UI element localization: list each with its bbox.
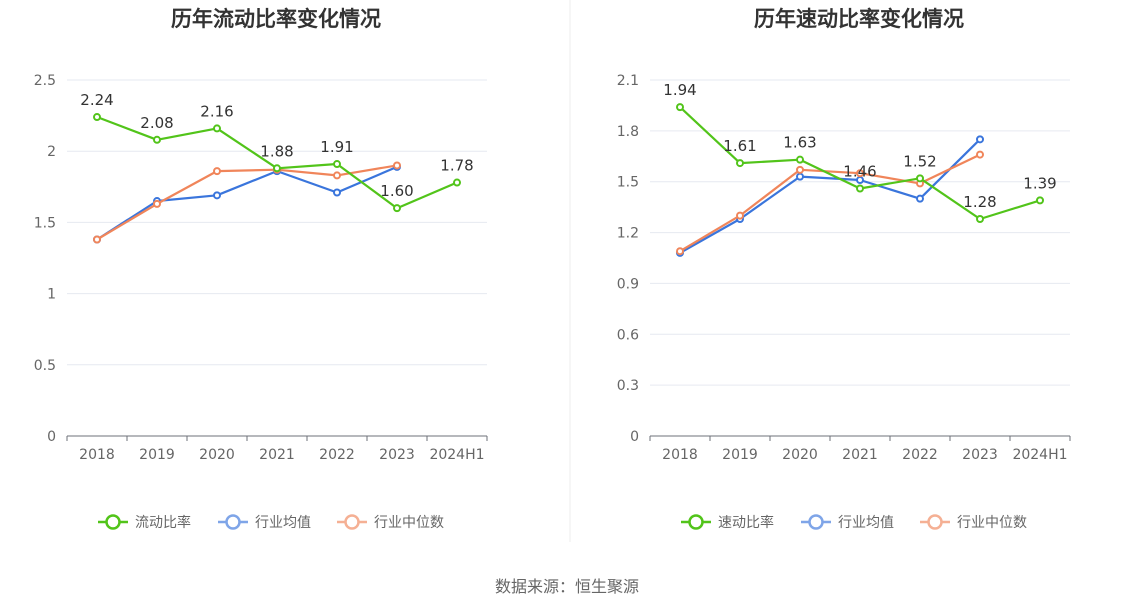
data-label: 1.52 — [903, 152, 936, 170]
series-line — [679, 138, 981, 254]
legend-item[interactable]: 行业中位数 — [337, 514, 444, 531]
y-tick-label: 0 — [630, 429, 639, 445]
data-label: 2.08 — [140, 114, 173, 132]
y-tick-label: 2.1 — [617, 73, 639, 89]
data-point[interactable] — [676, 103, 684, 112]
chart-title: 历年速动比率变化情况 — [754, 7, 964, 31]
data-label: 2.16 — [200, 102, 233, 120]
data-label: 1.28 — [963, 193, 996, 211]
data-point[interactable] — [213, 124, 221, 133]
data-label: 1.39 — [1023, 174, 1056, 192]
x-tick-label: 2020 — [782, 447, 818, 463]
data-point[interactable] — [333, 188, 341, 197]
y-tick-label: 0 — [47, 429, 56, 445]
x-tick-label: 2021 — [259, 447, 295, 463]
legend-marker-icon — [344, 514, 360, 530]
legend-marker-icon — [105, 514, 121, 530]
y-tick-label: 0.9 — [617, 276, 639, 292]
legend-item[interactable]: 行业均值 — [801, 514, 894, 531]
y-tick-label: 2 — [47, 144, 56, 160]
legend-label: 速动比率 — [718, 514, 774, 531]
data-point[interactable] — [333, 160, 341, 169]
data-label: 1.60 — [380, 182, 413, 200]
data-point[interactable] — [1036, 196, 1044, 205]
data-point[interactable] — [856, 169, 864, 178]
data-label: 1.91 — [320, 138, 353, 156]
data-point[interactable] — [393, 161, 401, 170]
data-point[interactable] — [213, 167, 221, 176]
data-label: 1.78 — [440, 157, 473, 175]
x-tick-label: 2019 — [139, 447, 175, 463]
data-label: 1.46 — [843, 162, 876, 180]
data-point[interactable] — [93, 235, 101, 244]
data-point[interactable] — [736, 159, 744, 168]
data-point[interactable] — [393, 204, 401, 213]
y-tick-label: 2.5 — [34, 73, 56, 89]
data-source: 数据来源：恒生聚源 — [495, 577, 639, 596]
data-point[interactable] — [273, 164, 281, 173]
x-tick-label: 2021 — [842, 447, 878, 463]
legend-marker-icon — [808, 514, 824, 530]
series-line — [96, 165, 398, 241]
y-tick-label: 1.2 — [617, 226, 639, 242]
data-label: 1.61 — [723, 137, 756, 155]
legend-label: 行业均值 — [838, 515, 894, 531]
legend-label: 行业均值 — [255, 515, 311, 531]
current-ratio-chart: 历年流动比率变化情况 0 0.5 1 1.5 2 2.5 2018 2019 2020 2021 20… — [34, 7, 488, 531]
x-tick-label: 2024H1 — [429, 447, 484, 463]
legend-marker-icon — [927, 514, 943, 530]
data-label: 1.94 — [663, 81, 696, 99]
legend-item[interactable]: 流动比率 — [98, 514, 191, 531]
quick-ratio-chart: 历年速动比率变化情况 0 0.3 0.6 0.9 1.2 1.5 1.8 2.1 2018 2019… — [617, 7, 1071, 531]
data-point[interactable] — [676, 247, 684, 256]
data-label: 1.88 — [260, 142, 293, 160]
y-tick-label: 1.5 — [617, 175, 639, 191]
series-line — [679, 153, 981, 253]
x-tick-label: 2022 — [319, 447, 355, 463]
x-tick-label: 2019 — [722, 447, 758, 463]
data-point[interactable] — [856, 184, 864, 193]
y-tick-label: 0.3 — [617, 378, 639, 394]
legend-marker-icon — [688, 514, 704, 530]
data-point[interactable] — [153, 135, 161, 144]
y-tick-label: 0.5 — [34, 358, 56, 374]
data-point[interactable] — [916, 174, 924, 183]
data-point[interactable] — [796, 155, 804, 164]
chart-title: 历年流动比率变化情况 — [171, 7, 381, 31]
data-point[interactable] — [153, 199, 161, 208]
legend-item[interactable]: 行业均值 — [218, 514, 311, 531]
data-point[interactable] — [736, 211, 744, 220]
x-tick-label: 2024H1 — [1012, 447, 1067, 463]
x-tick-label: 2022 — [902, 447, 938, 463]
x-tick-label: 2020 — [199, 447, 235, 463]
legend-label: 流动比率 — [135, 514, 191, 531]
x-tick-label: 2018 — [79, 447, 115, 463]
x-tick-label: 2023 — [379, 447, 415, 463]
data-point[interactable] — [213, 191, 221, 200]
legend-item[interactable]: 行业中位数 — [920, 514, 1027, 531]
y-tick-label: 1 — [47, 287, 56, 303]
y-tick-label: 0.6 — [617, 327, 639, 343]
legend-label: 行业中位数 — [374, 515, 444, 531]
legend-item[interactable]: 速动比率 — [681, 514, 774, 531]
legend-label: 行业中位数 — [957, 515, 1027, 531]
data-point[interactable] — [93, 113, 101, 122]
data-label: 1.63 — [783, 134, 816, 152]
series-line — [96, 164, 398, 241]
data-point[interactable] — [453, 178, 461, 187]
data-point[interactable] — [976, 215, 984, 224]
data-point[interactable] — [796, 172, 804, 181]
x-tick-label: 2018 — [662, 447, 698, 463]
data-point[interactable] — [333, 171, 341, 180]
legend-marker-icon — [225, 514, 241, 530]
y-tick-label: 1.8 — [617, 124, 639, 140]
data-point[interactable] — [916, 194, 924, 203]
y-tick-label: 1.5 — [34, 215, 56, 231]
x-tick-label: 2023 — [962, 447, 998, 463]
data-label: 2.24 — [80, 91, 113, 109]
data-point[interactable] — [796, 165, 804, 174]
data-point[interactable] — [976, 150, 984, 159]
data-point[interactable] — [976, 135, 984, 144]
